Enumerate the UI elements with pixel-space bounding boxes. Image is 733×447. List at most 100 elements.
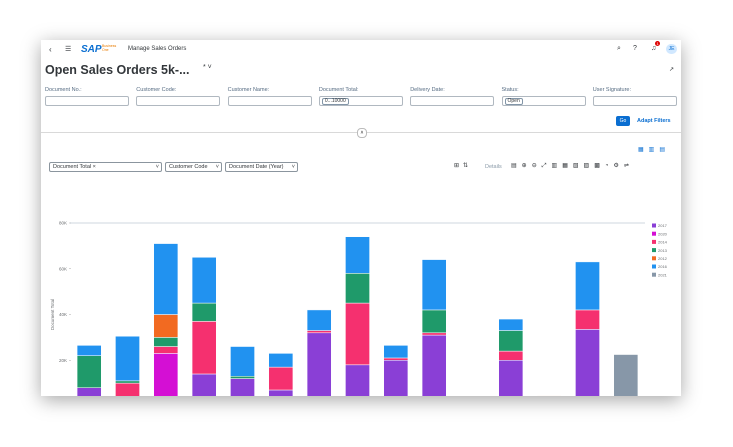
dim1-select[interactable]: Customer Code ˅ <box>165 162 222 172</box>
bell-icon[interactable]: ♫ <box>651 45 657 52</box>
filter-input[interactable]: Open <box>501 96 586 106</box>
variant-menu[interactable]: * ˅ <box>203 64 212 71</box>
bar-segment <box>191 302 217 322</box>
filter-label: Delivery Date: <box>410 87 445 93</box>
share-icon[interactable]: ↗ <box>669 67 675 73</box>
logo: SAP <box>81 44 102 55</box>
bar-segment <box>345 236 370 274</box>
bar-segment <box>345 364 370 396</box>
y-tick-label: 60K <box>59 266 67 271</box>
legend-label: 2012 <box>658 256 668 261</box>
bar-segment <box>421 309 447 334</box>
bar-segment <box>498 318 524 331</box>
measure-select[interactable]: Document Total × ˅ <box>49 162 162 172</box>
details-label: Details <box>485 164 502 170</box>
bar-segment <box>613 354 639 396</box>
app-title: Manage Sales Orders <box>128 46 187 52</box>
bar-segment <box>268 353 294 368</box>
bar-segment <box>383 360 409 396</box>
dim2-text: Document Date (Year) <box>229 164 284 170</box>
adapt-filters-button[interactable]: Adapt Filters <box>637 118 671 124</box>
bar-segment <box>153 353 179 396</box>
y-tick-label: 40K <box>59 312 67 317</box>
page-title: Open Sales Orders 5k-... <box>45 63 190 77</box>
legend-label: 2021 <box>658 272 668 277</box>
y-axis-title: Document Total <box>50 299 55 330</box>
filter-label: User Signature: <box>592 87 632 93</box>
go-button[interactable]: Go <box>616 116 630 126</box>
filter-input[interactable] <box>136 96 221 106</box>
bar-segment <box>191 373 217 396</box>
legend-label: 2017 <box>658 223 668 228</box>
back-button[interactable]: ‹ <box>49 45 52 54</box>
filter-input[interactable] <box>45 96 129 106</box>
legend-swatch <box>652 264 656 269</box>
bar-segment <box>345 302 370 366</box>
chart-type-icons[interactable]: ▤⊕⊖⤢▥▦▧▨▩◔⚙⇌ <box>511 163 634 169</box>
chart: 020K40K60K80KDocument TotalCustomer Code… <box>50 221 668 396</box>
bar-segment <box>115 335 140 382</box>
bar-segment <box>153 243 179 315</box>
notification-badge: 1 <box>655 41 661 46</box>
bar-segment <box>191 321 217 375</box>
legend-label: 2020 <box>658 231 668 236</box>
legend-swatch <box>652 231 656 236</box>
legend-label: 2016 <box>658 264 668 269</box>
bar-segment <box>306 330 332 334</box>
user-avatar[interactable]: JE <box>666 44 677 54</box>
bar-segment <box>383 345 409 359</box>
filter-input[interactable] <box>592 96 677 106</box>
legend-swatch <box>652 248 656 253</box>
bar-segment <box>76 355 102 388</box>
bar-segment <box>153 337 179 347</box>
dim1-text: Customer Code <box>169 164 208 170</box>
bar-segment <box>421 259 447 311</box>
bar-segment <box>498 360 524 396</box>
dim2-select[interactable]: Document Date (Year) ˅ <box>225 162 298 172</box>
app-window: ‹ ☰ SAP Business One Manage Sales Orders… <box>41 40 681 396</box>
bar-segment <box>153 346 179 354</box>
bar-segment <box>306 309 332 331</box>
bar-segment <box>115 382 140 396</box>
legend-label: 2014 <box>658 240 668 245</box>
logo-sub: Business One <box>102 44 117 52</box>
bar-segment <box>575 309 600 330</box>
bar-segment <box>230 378 255 396</box>
bar-segment <box>383 357 409 361</box>
bar-segment <box>575 329 600 396</box>
filter-input[interactable] <box>227 96 312 106</box>
bar-segment <box>575 261 600 311</box>
filter-input[interactable]: 0...10000 <box>318 96 403 106</box>
filter-label: Document No.: <box>45 87 82 93</box>
bar-segment <box>421 332 447 336</box>
measure-text: Document Total <box>53 164 92 170</box>
filter-token: 0...10000 <box>321 98 349 105</box>
bar-segment <box>230 376 255 379</box>
filter-label: Document Total: <box>318 87 359 93</box>
bar-segment <box>498 350 524 361</box>
legend-swatch <box>652 239 656 244</box>
bar-segment <box>268 366 294 391</box>
y-tick-label: 20K <box>59 358 67 363</box>
filter-label: Customer Name: <box>227 87 270 93</box>
filter-label: Customer Code: <box>136 87 177 93</box>
filter-label: Status: <box>501 87 519 93</box>
legend-label: 2013 <box>658 248 668 253</box>
chart-toolbar-icons[interactable]: ⊞⇅ <box>454 163 473 169</box>
view-switch[interactable]: ▦▥▤ <box>638 147 671 153</box>
bar-segment <box>191 257 217 304</box>
search-icon[interactable]: ⌕ <box>617 45 621 52</box>
bar-segment <box>76 387 102 396</box>
legend-swatch <box>652 223 656 228</box>
filter-input[interactable] <box>410 96 495 106</box>
bar-segment <box>421 334 447 396</box>
bar-segment <box>306 332 332 396</box>
help-icon[interactable]: ? <box>633 45 637 52</box>
bar-segment <box>153 314 179 338</box>
menu-button[interactable]: ☰ <box>65 46 72 53</box>
legend-swatch <box>652 256 656 261</box>
y-tick-label: 80K <box>59 221 67 226</box>
collapse-button[interactable]: ˄ <box>357 128 367 138</box>
bar-segment <box>76 345 102 356</box>
